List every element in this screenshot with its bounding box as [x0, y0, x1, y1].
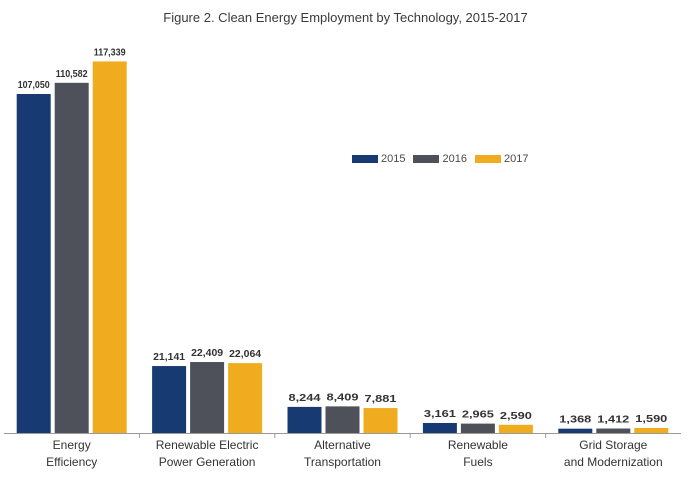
- data-label: 8,409: [327, 391, 359, 403]
- data-label: 2,965: [462, 409, 494, 421]
- category-label: Grid Storage: [579, 438, 647, 452]
- data-label: 1,412: [597, 414, 629, 426]
- bar-2015-cat2: [287, 406, 322, 433]
- category-label: Energy: [53, 438, 91, 452]
- chart-legend: 2015 2016 2017: [352, 153, 528, 165]
- legend-swatch-2017: [474, 155, 501, 163]
- data-label: 117,339: [94, 46, 126, 58]
- data-label: 22,064: [229, 348, 261, 360]
- bar-2017-cat4: [634, 427, 669, 433]
- legend-label-2016: 2016: [442, 153, 467, 165]
- data-label: 2,590: [500, 410, 532, 422]
- category-label: Renewable: [448, 438, 508, 452]
- category-label: Fuels: [463, 455, 492, 469]
- data-label: 7,881: [365, 393, 397, 405]
- category-label: Renewable Electric: [156, 438, 259, 452]
- bar-2016-cat1: [190, 362, 225, 433]
- legend-label-2015: 2015: [381, 153, 406, 165]
- category-label: Alternative: [314, 438, 371, 452]
- bar-2017-cat0: [92, 61, 127, 433]
- data-label: 1,590: [635, 413, 667, 425]
- data-label: 110,582: [56, 68, 88, 80]
- data-label: 8,244: [289, 392, 321, 404]
- legend-item-2017: 2017: [474, 153, 529, 165]
- data-label: 22,409: [191, 347, 223, 359]
- data-label: 1,368: [559, 414, 591, 426]
- category-label: Transportation: [304, 455, 381, 469]
- data-label: 3,161: [424, 408, 456, 420]
- bar-2016-cat3: [460, 423, 495, 433]
- legend-swatch-2015: [352, 155, 378, 163]
- legend-item-2015: 2015: [352, 153, 405, 165]
- category-label: and Modernization: [564, 455, 663, 469]
- data-label: 107,050: [18, 79, 50, 91]
- bar-2017-cat2: [363, 408, 398, 433]
- data-label: 21,141: [153, 351, 185, 363]
- bar-2015-cat1: [152, 366, 187, 433]
- bar-2017-cat1: [228, 363, 263, 433]
- chart-title: Figure 2. Clean Energy Employment by Tec…: [163, 10, 528, 25]
- bar-2016-cat0: [54, 82, 89, 433]
- legend-item-2016: 2016: [413, 153, 467, 165]
- bar-2016-cat4: [596, 428, 631, 433]
- bar-2015-cat4: [558, 428, 593, 433]
- category-label: Efficiency: [46, 455, 97, 469]
- category-label: Power Generation: [159, 455, 256, 469]
- bar-2016-cat2: [325, 406, 360, 433]
- legend-label-2017: 2017: [503, 153, 529, 165]
- legend-swatch-2016: [413, 155, 440, 163]
- bar-2017-cat3: [498, 424, 533, 433]
- bar-2015-cat0: [16, 94, 51, 433]
- bar-2015-cat3: [422, 422, 457, 433]
